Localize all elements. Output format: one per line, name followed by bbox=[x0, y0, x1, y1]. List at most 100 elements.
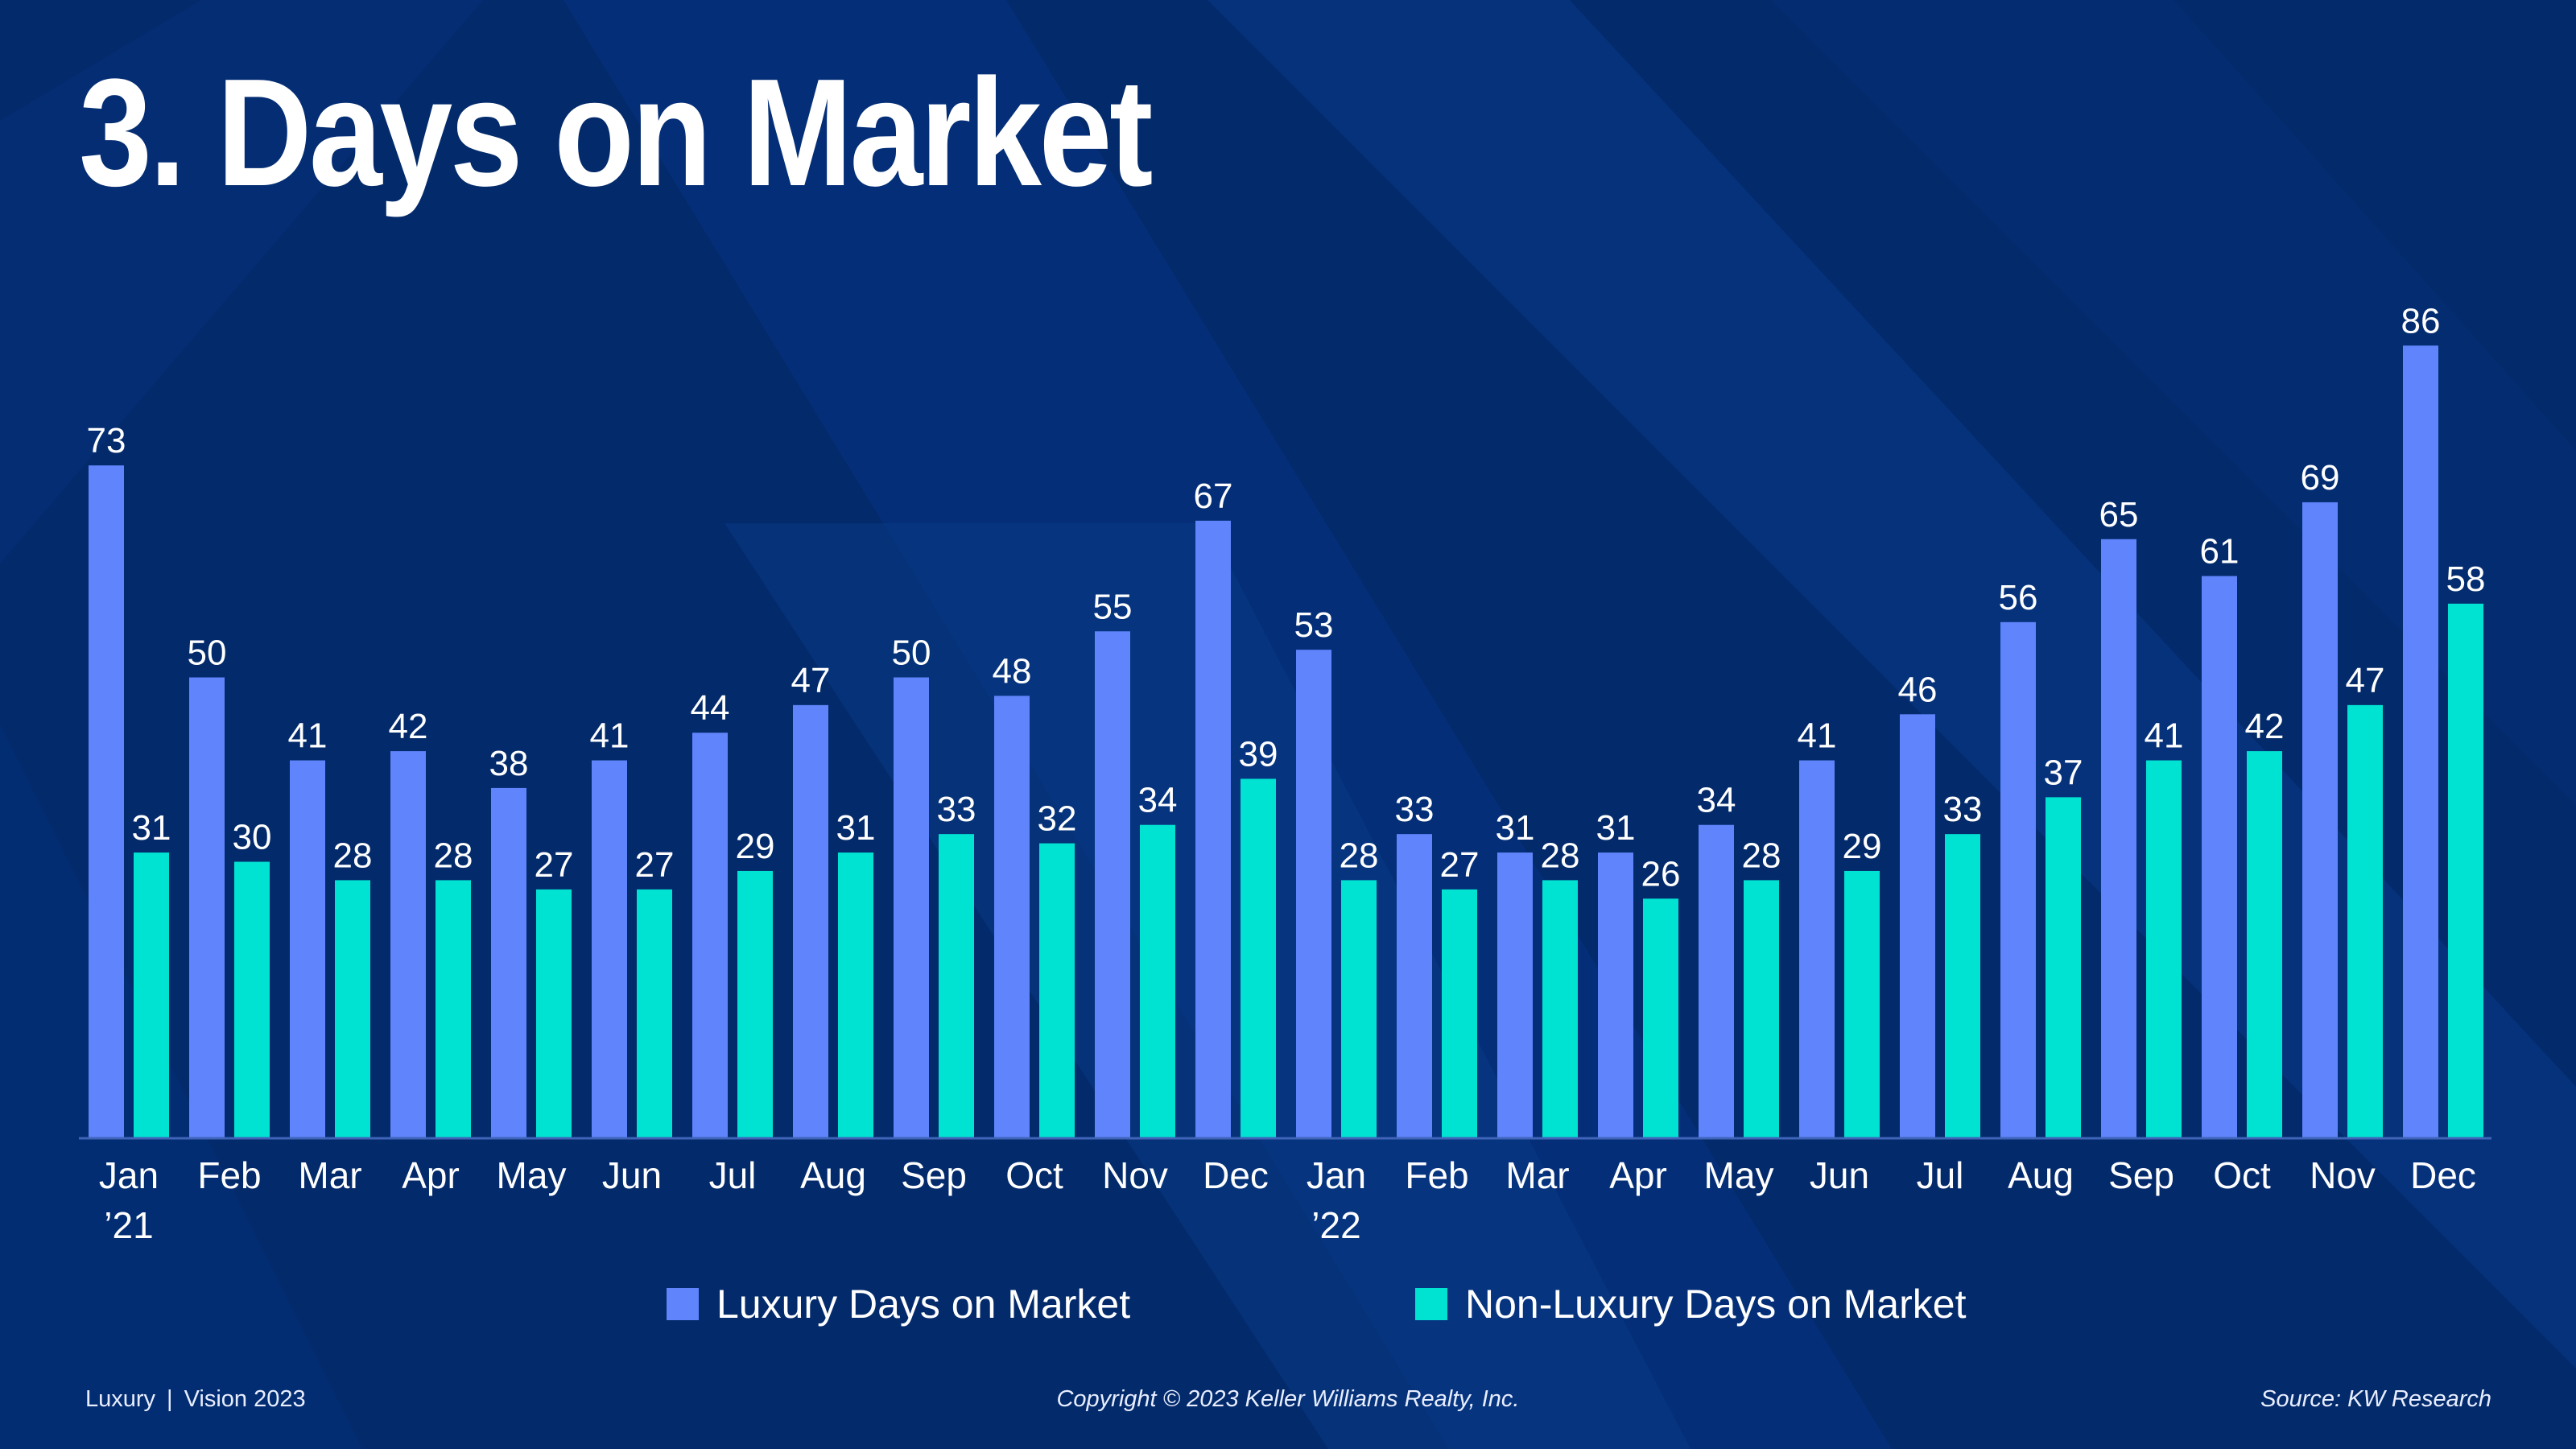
x-tick-label-14: Mar bbox=[1505, 1154, 1569, 1196]
data-label-luxury-16: 34 bbox=[1697, 781, 1736, 820]
x-tick-label-15: Apr bbox=[1609, 1154, 1667, 1196]
data-label-non-luxury-23: 58 bbox=[2446, 559, 2486, 599]
bar-non-luxury-21 bbox=[2247, 751, 2282, 1138]
bar-non-luxury-19 bbox=[2046, 797, 2081, 1138]
bar-non-luxury-14 bbox=[1542, 880, 1578, 1138]
x-tick-label-18: Jul bbox=[1917, 1154, 1964, 1196]
bar-luxury-22 bbox=[2302, 502, 2338, 1138]
bar-luxury-2 bbox=[290, 760, 325, 1138]
x-tick-label-12: Jan bbox=[1307, 1154, 1366, 1196]
x-tick-label-4: May bbox=[497, 1154, 567, 1196]
data-label-non-luxury-9: 32 bbox=[1038, 799, 1077, 839]
data-label-non-luxury-15: 26 bbox=[1641, 854, 1681, 894]
data-label-non-luxury-18: 33 bbox=[1943, 790, 1983, 829]
legend-non-luxury: Non-Luxury Days on Market bbox=[1415, 1280, 1966, 1328]
x-tick-label-3: Apr bbox=[402, 1154, 460, 1196]
bar-non-luxury-4 bbox=[536, 889, 572, 1138]
bar-non-luxury-1 bbox=[234, 861, 270, 1138]
bar-luxury-16 bbox=[1699, 824, 1734, 1138]
data-label-luxury-10: 55 bbox=[1093, 587, 1133, 626]
x-tick-label-1: Feb bbox=[197, 1154, 261, 1196]
bar-non-luxury-0 bbox=[134, 852, 169, 1138]
data-label-luxury-18: 46 bbox=[1898, 670, 1938, 709]
bar-luxury-15 bbox=[1598, 852, 1633, 1138]
data-label-non-luxury-20: 41 bbox=[2145, 716, 2184, 756]
data-label-non-luxury-17: 29 bbox=[1843, 827, 1882, 866]
bar-luxury-0 bbox=[89, 465, 124, 1138]
data-label-non-luxury-11: 39 bbox=[1239, 734, 1278, 774]
x-tick-label-13: Feb bbox=[1405, 1154, 1468, 1196]
bar-luxury-23 bbox=[2403, 345, 2438, 1138]
data-label-luxury-4: 38 bbox=[489, 744, 529, 783]
bar-non-luxury-20 bbox=[2146, 760, 2182, 1138]
data-label-non-luxury-10: 34 bbox=[1138, 781, 1178, 820]
bar-luxury-7 bbox=[793, 704, 828, 1138]
bar-non-luxury-5 bbox=[637, 889, 672, 1138]
data-label-luxury-14: 31 bbox=[1496, 808, 1535, 848]
data-label-luxury-1: 50 bbox=[188, 634, 227, 673]
data-label-luxury-11: 67 bbox=[1194, 477, 1233, 516]
bar-non-luxury-18 bbox=[1945, 834, 1980, 1138]
data-label-non-luxury-4: 27 bbox=[535, 845, 574, 885]
data-label-luxury-13: 33 bbox=[1395, 790, 1435, 829]
data-label-non-luxury-21: 42 bbox=[2245, 707, 2285, 746]
data-label-luxury-8: 50 bbox=[892, 634, 931, 673]
bar-non-luxury-9 bbox=[1039, 843, 1075, 1138]
legend-label-non-luxury: Non-Luxury Days on Market bbox=[1465, 1282, 1967, 1327]
data-label-non-luxury-0: 31 bbox=[132, 808, 171, 848]
x-tick-label-16: May bbox=[1704, 1154, 1774, 1196]
x-tick-label-17: Jun bbox=[1810, 1154, 1869, 1196]
footer-copyright: Copyright © 2023 Keller Williams Realty,… bbox=[1056, 1386, 1520, 1412]
data-label-non-luxury-5: 27 bbox=[635, 845, 675, 885]
data-label-luxury-0: 73 bbox=[87, 421, 126, 460]
x-tick-label-8: Sep bbox=[901, 1154, 967, 1196]
x-tick-label-10: Nov bbox=[1102, 1154, 1168, 1196]
bar-luxury-9 bbox=[994, 696, 1030, 1138]
data-label-non-luxury-13: 27 bbox=[1440, 845, 1480, 885]
legend-label-luxury: Luxury Days on Market bbox=[716, 1282, 1131, 1327]
data-label-luxury-5: 41 bbox=[590, 716, 630, 756]
footer-brand-text: Luxury bbox=[85, 1386, 156, 1412]
bar-non-luxury-16 bbox=[1744, 880, 1779, 1138]
x-tick-label-11: Dec bbox=[1203, 1154, 1269, 1196]
bar-luxury-3 bbox=[390, 751, 426, 1138]
data-label-luxury-12: 53 bbox=[1294, 605, 1334, 645]
data-label-luxury-2: 41 bbox=[288, 716, 328, 756]
bar-non-luxury-12 bbox=[1341, 880, 1377, 1138]
bar-luxury-12 bbox=[1296, 650, 1331, 1138]
bar-luxury-17 bbox=[1799, 760, 1835, 1138]
page-title: 3. Days on Market bbox=[79, 47, 1153, 218]
bar-non-luxury-2 bbox=[335, 880, 370, 1138]
data-label-non-luxury-22: 47 bbox=[2346, 661, 2385, 700]
data-label-luxury-7: 47 bbox=[791, 661, 831, 700]
x-tick-label-6: Jul bbox=[709, 1154, 757, 1196]
x-tick-label-9: Oct bbox=[1005, 1154, 1063, 1196]
x-tick-label-5: Jun bbox=[602, 1154, 662, 1196]
data-label-luxury-19: 56 bbox=[1999, 578, 2038, 617]
footer-source: Source: KW Research bbox=[2260, 1386, 2491, 1412]
bar-non-luxury-10 bbox=[1140, 824, 1175, 1138]
x-tick-label-19: Aug bbox=[2008, 1154, 2074, 1196]
data-label-luxury-22: 69 bbox=[2301, 458, 2340, 497]
bar-non-luxury-8 bbox=[939, 834, 974, 1138]
bar-luxury-11 bbox=[1195, 520, 1231, 1138]
x-tick-label-22: Nov bbox=[2310, 1154, 2376, 1196]
bar-non-luxury-22 bbox=[2347, 704, 2383, 1138]
data-label-non-luxury-12: 28 bbox=[1340, 836, 1379, 875]
data-label-non-luxury-1: 30 bbox=[233, 818, 272, 857]
bar-luxury-20 bbox=[2101, 539, 2136, 1138]
x-tick-label-7: Aug bbox=[800, 1154, 866, 1196]
bar-non-luxury-3 bbox=[436, 880, 471, 1138]
bar-luxury-14 bbox=[1497, 852, 1533, 1138]
bar-luxury-1 bbox=[189, 677, 225, 1138]
data-label-luxury-20: 65 bbox=[2099, 495, 2139, 535]
data-label-non-luxury-19: 37 bbox=[2044, 753, 2083, 792]
data-label-non-luxury-14: 28 bbox=[1541, 836, 1580, 875]
data-label-luxury-3: 42 bbox=[389, 707, 428, 746]
data-label-non-luxury-7: 31 bbox=[836, 808, 876, 848]
bar-luxury-8 bbox=[894, 677, 929, 1138]
footer-edition: Vision 2023 bbox=[184, 1386, 306, 1412]
bar-luxury-6 bbox=[692, 733, 728, 1138]
data-label-non-luxury-6: 29 bbox=[736, 827, 775, 866]
data-label-non-luxury-2: 28 bbox=[333, 836, 373, 875]
